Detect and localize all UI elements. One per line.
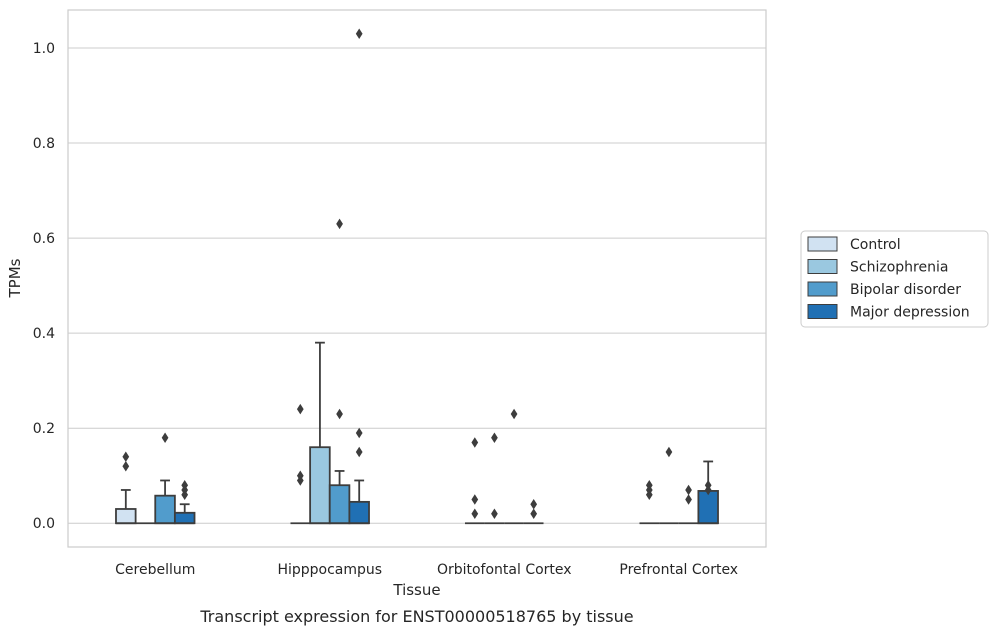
box-0-3: [173, 503, 196, 525]
y-tick-label: 0.6: [33, 231, 55, 247]
outlier-point: [530, 498, 538, 510]
outlier-point: [161, 432, 169, 443]
outlier-point: [355, 446, 363, 458]
outlier-point: [665, 446, 673, 458]
legend-label: Bipolar disorder: [850, 282, 961, 298]
outlier-point: [122, 460, 130, 472]
box-body: [328, 484, 351, 525]
outlier-point: [336, 408, 343, 420]
legend-swatch: [807, 236, 838, 252]
legend-label: Control: [850, 237, 901, 253]
outlier-point: [685, 484, 692, 496]
outlier-point: [296, 470, 304, 481]
outlier-point: [704, 479, 712, 491]
legend-items: Control Schizophrenia Bipolar disorder Majo…: [807, 236, 970, 321]
y-tick-label: 0.0: [33, 516, 55, 532]
legend-frame: [800, 230, 989, 328]
legend: Control Schizophrenia Bipolar disorder Majo…: [800, 230, 989, 328]
x-tick-label: Cerebellum: [115, 562, 195, 578]
legend-label: Schizophrenia: [850, 260, 948, 276]
box-body: [154, 494, 176, 525]
outlier-point: [471, 508, 479, 519]
box-0-2: [154, 479, 176, 525]
y-tick-label: 0.2: [33, 421, 55, 437]
box-1-2: [328, 470, 351, 525]
box-0-0: [115, 489, 137, 525]
outlier-point: [181, 479, 189, 491]
chart-caption: Transcript expression for ENST0000051876…: [199, 607, 633, 626]
legend-swatch: [807, 304, 838, 319]
outlier-point: [530, 508, 538, 519]
outlier-point: [355, 427, 363, 439]
outlier-point: [510, 408, 518, 420]
x-tick-labels: Cerebellum Hipppocampus Orbitofontal Corte…: [115, 562, 738, 578]
grid-layer: [68, 47, 766, 524]
outlier-point: [685, 494, 692, 505]
x-tick-label: Prefrontal Cortex: [619, 562, 738, 578]
legend-swatch: [807, 259, 838, 274]
y-tick-label: 1.0: [33, 41, 55, 57]
box-body: [348, 500, 370, 525]
box-1-1: [309, 341, 331, 525]
outlier-point: [355, 28, 363, 40]
box-body: [115, 508, 137, 525]
legend-swatch: [807, 281, 838, 297]
box-3-3: [697, 460, 719, 525]
outlier-point: [296, 403, 304, 415]
outlier-point: [122, 451, 130, 462]
box-body: [309, 446, 331, 525]
y-axis-label: TPMs: [6, 258, 24, 298]
outlier-point: [471, 494, 479, 505]
y-tick-label: 0.8: [33, 136, 55, 152]
outlier-point: [491, 508, 498, 519]
box-layer: [115, 341, 719, 525]
x-tick-label: Hipppocampus: [277, 562, 382, 578]
box-body: [697, 490, 719, 525]
outlier-layer: [122, 28, 712, 519]
y-tick-label: 0.4: [33, 326, 55, 342]
outlier-point: [336, 218, 343, 230]
plot-frame: [67, 9, 767, 548]
box-1-3: [348, 479, 370, 525]
x-tick-label: Orbitofontal Cortex: [437, 562, 572, 578]
outlier-point: [645, 479, 653, 491]
legend-label: Major depression: [850, 305, 970, 321]
y-tick-labels: 0.0 0.2 0.4 0.6 0.8 1.0: [33, 41, 55, 532]
box-body: [173, 511, 196, 525]
x-axis-label: Tissue: [392, 581, 440, 599]
outlier-point: [491, 432, 498, 443]
outlier-point: [471, 437, 479, 448]
